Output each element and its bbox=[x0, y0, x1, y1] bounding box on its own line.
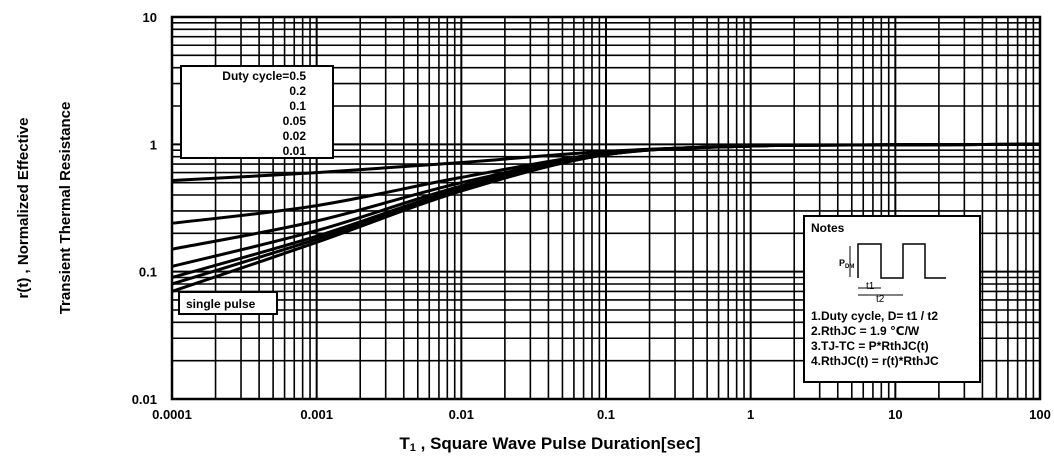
x-axis-title-sub: 1 bbox=[410, 442, 416, 454]
x-tick-label: 0.0001 bbox=[152, 407, 192, 422]
y-tick-label: 0.01 bbox=[132, 392, 157, 407]
x-tick-label: 100 bbox=[1029, 407, 1051, 422]
notes-frame bbox=[803, 215, 981, 383]
x-tick-label: 0.001 bbox=[300, 407, 333, 422]
tick-labels: 0.0001 0.001 0.01 0.1 1 10 100 10 1 0.1 0.01 bbox=[132, 10, 1051, 422]
x-tick-label: 1 bbox=[747, 407, 754, 422]
legend-label-0: 0.2 bbox=[289, 84, 306, 98]
legend-title: Duty cycle=0.5 bbox=[222, 69, 306, 83]
pulse-waveform bbox=[857, 243, 946, 279]
single-pulse-label: single pulse bbox=[186, 297, 256, 311]
y-tick-label: 10 bbox=[143, 10, 157, 25]
t1-label: t1 bbox=[866, 281, 875, 292]
legend-box bbox=[180, 65, 334, 159]
legend-label-3: 0.02 bbox=[283, 129, 307, 143]
single-pulse-annotation: single pulse bbox=[178, 291, 278, 315]
legend: Duty cycle=0.5 0.2 0.1 0.05 0.02 0.01 bbox=[180, 65, 334, 159]
y-tick-label: 0.1 bbox=[139, 265, 157, 280]
x-tick-label: 0.1 bbox=[597, 407, 615, 422]
pdm-main: P bbox=[839, 258, 845, 268]
x-axis-title-rest: , Square Wave Pulse Duration[sec] bbox=[416, 434, 701, 453]
x-tick-label: 10 bbox=[888, 407, 902, 422]
legend-label-2: 0.05 bbox=[283, 114, 307, 128]
note-line-1: 1.Duty cycle, D= t1 / t2 bbox=[811, 309, 938, 323]
x-axis-title-prefix: T bbox=[399, 434, 410, 453]
series-line-6 bbox=[171, 142, 1041, 293]
note-line-4: 4.RthJC(t) = r(t)*RthJC bbox=[811, 354, 939, 368]
y-axis-title-line1: r(t) , Normalized Effective bbox=[15, 118, 32, 299]
y-axis-title-line2: Transient Thermal Resistance bbox=[57, 102, 74, 315]
x-axis-title: T1 , Square Wave Pulse Duration[sec] bbox=[399, 434, 700, 454]
x-tick-label: 0.01 bbox=[449, 407, 474, 422]
plot-frame bbox=[170, 15, 1042, 401]
note-line-3: 3.TJ-TC = P*RthJC(t) bbox=[811, 339, 929, 353]
t2-label: t2 bbox=[876, 294, 885, 305]
legend-label-4: 0.01 bbox=[283, 144, 307, 158]
single-pulse-box bbox=[178, 291, 278, 315]
series-lines bbox=[171, 142, 1041, 293]
note-line-2: 2.RthJC = 1.9 ℃/W bbox=[811, 324, 920, 338]
legend-label-1: 0.1 bbox=[289, 99, 306, 113]
notes-title: Notes bbox=[811, 221, 845, 235]
notes-box: Notes PDM t1 t2 1.Duty cycle, D= t1 / t2… bbox=[803, 215, 981, 383]
y-tick-label: 1 bbox=[150, 137, 157, 152]
